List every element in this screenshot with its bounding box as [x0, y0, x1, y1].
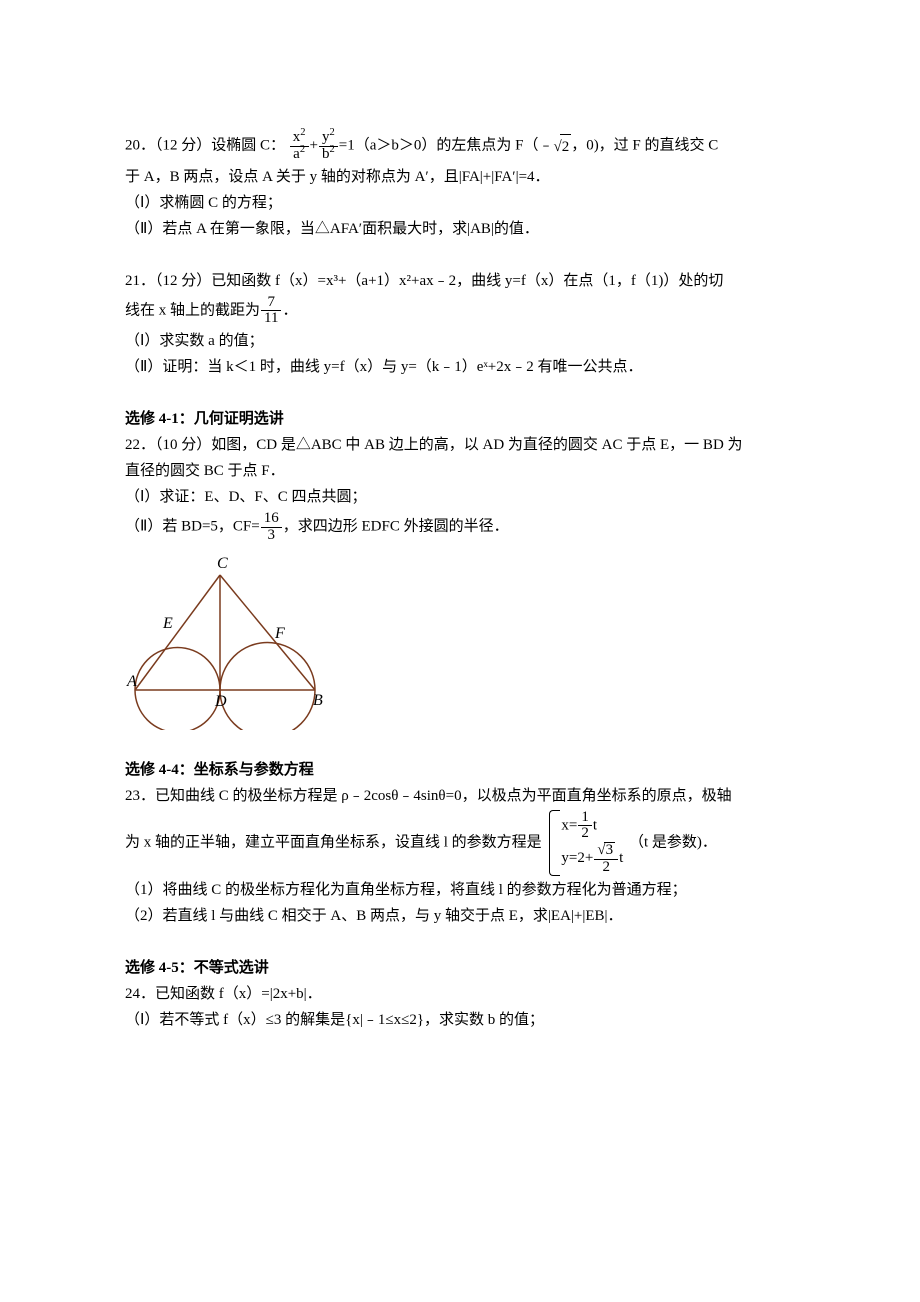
q21-part2: （Ⅱ）证明：当 k＜1 时，曲线 y=f（x）与 y=（k﹣1）eˣ+2x﹣2 …	[125, 355, 800, 379]
q20-stem-b: =1（a＞b＞0）的左焦点为 F（﹣	[339, 138, 554, 154]
label-A: A	[126, 673, 137, 690]
frac-16-3: 16 3	[261, 511, 282, 544]
frac-x2-a2: x2 a2	[290, 130, 309, 163]
q22-line2: 直径的圆交 BC 于点 F．	[125, 459, 800, 483]
q21-part1: （Ⅰ）求实数 a 的值；	[125, 329, 800, 353]
q20-part2: （Ⅱ）若点 A 在第一象限，当△AFA′面积最大时，求|AB|的值．	[125, 217, 800, 241]
q22-line1: 22．（10 分）如图，CD 是△ABC 中 AB 边上的高，以 AD 为直径的…	[125, 433, 800, 457]
label-C: C	[217, 555, 228, 572]
section-4-4-title: 选修 4-4：坐标系与参数方程	[125, 758, 800, 782]
q22-part1: （Ⅰ）求证：E、D、F、C 四点共圆；	[125, 485, 800, 509]
q20-line2: 于 A，B 两点，设点 A 关于 y 轴的对称点为 A′，且|FA|+|FA′|…	[125, 165, 800, 189]
section-4-5: 选修 4-5：不等式选讲 24．已知函数 f（x）=|2x+b|． （Ⅰ）若不等…	[125, 956, 800, 1032]
q23-line1: 23．已知曲线 C 的极坐标方程是 ρ﹣2cosθ﹣4sinθ=0，以极点为平面…	[125, 784, 800, 808]
question-21: 21．（12 分）已知函数 f（x）=x³+（a+1）x²+ax﹣2，曲线 y=…	[125, 269, 800, 380]
q21-line2: 线在 x 轴上的截距为 7 11 ．	[125, 295, 800, 328]
q20-stem-c: ，0)，过 F 的直线交 C	[571, 138, 718, 154]
q23-line2: 为 x 轴的正半轴，建立平面直角坐标系，设直线 l 的参数方程是 x= 1 2 …	[125, 810, 800, 876]
q22-part2: （Ⅱ）若 BD=5，CF= 16 3 ，求四边形 EDFC 外接圆的半径．	[125, 511, 800, 544]
section-4-1: 选修 4-1：几何证明选讲 22．（10 分）如图，CD 是△ABC 中 AB …	[125, 407, 800, 730]
frac-y2-b2: y2 b2	[319, 130, 338, 163]
q20-stem-a: 20．（12 分）设椭圆 C：	[125, 138, 285, 154]
q21-stem-b: ．	[282, 302, 297, 318]
parametric-system: x= 1 2 t y=2+ 3 2 t	[547, 810, 623, 876]
q24-part1: （Ⅰ）若不等式 f（x）≤3 的解集是{x|﹣1≤x≤2}，求实数 b 的值；	[125, 1008, 800, 1032]
q21-stem-a: 线在 x 轴上的截距为	[125, 302, 260, 318]
q23-stem-a: 为 x 轴的正半轴，建立平面直角坐标系，设直线 l 的参数方程是	[125, 834, 542, 850]
label-D: D	[214, 693, 227, 710]
q21-line1: 21．（12 分）已知函数 f（x）=x³+（a+1）x²+ax﹣2，曲线 y=…	[125, 269, 800, 293]
geometry-diagram: A B C D E F	[125, 550, 325, 730]
q24-line1: 24．已知函数 f（x）=|2x+b|．	[125, 982, 800, 1006]
sqrt-2: 2	[553, 134, 571, 159]
q23-part2: （2）若直线 l 与曲线 C 相交于 A、B 两点，与 y 轴交于点 E，求|E…	[125, 904, 800, 928]
q20-line1: 20．（12 分）设椭圆 C： x2 a2 + y2 b2 =1（a＞b＞0）的…	[125, 130, 800, 163]
label-B: B	[313, 692, 323, 709]
exam-page: 20．（12 分）设椭圆 C： x2 a2 + y2 b2 =1（a＞b＞0）的…	[0, 0, 920, 1302]
q22-p2a: （Ⅱ）若 BD=5，CF=	[125, 519, 260, 535]
q22-p2b: ，求四边形 EDFC 外接圆的半径．	[283, 519, 509, 535]
q23-stem-b: （t 是参数)．	[629, 834, 717, 850]
section-4-4: 选修 4-4：坐标系与参数方程 23．已知曲线 C 的极坐标方程是 ρ﹣2cos…	[125, 758, 800, 928]
label-F: F	[274, 625, 285, 642]
frac-7-11: 7 11	[261, 295, 281, 328]
q23-part1: （1）将曲线 C 的极坐标方程化为直角坐标方程，将直线 l 的参数方程化为普通方…	[125, 878, 800, 902]
plus-sign: +	[310, 138, 318, 154]
question-20: 20．（12 分）设椭圆 C： x2 a2 + y2 b2 =1（a＞b＞0）的…	[125, 130, 800, 241]
label-E: E	[162, 615, 173, 632]
q20-part1: （Ⅰ）求椭圆 C 的方程；	[125, 191, 800, 215]
section-4-5-title: 选修 4-5：不等式选讲	[125, 956, 800, 980]
section-4-1-title: 选修 4-1：几何证明选讲	[125, 407, 800, 431]
